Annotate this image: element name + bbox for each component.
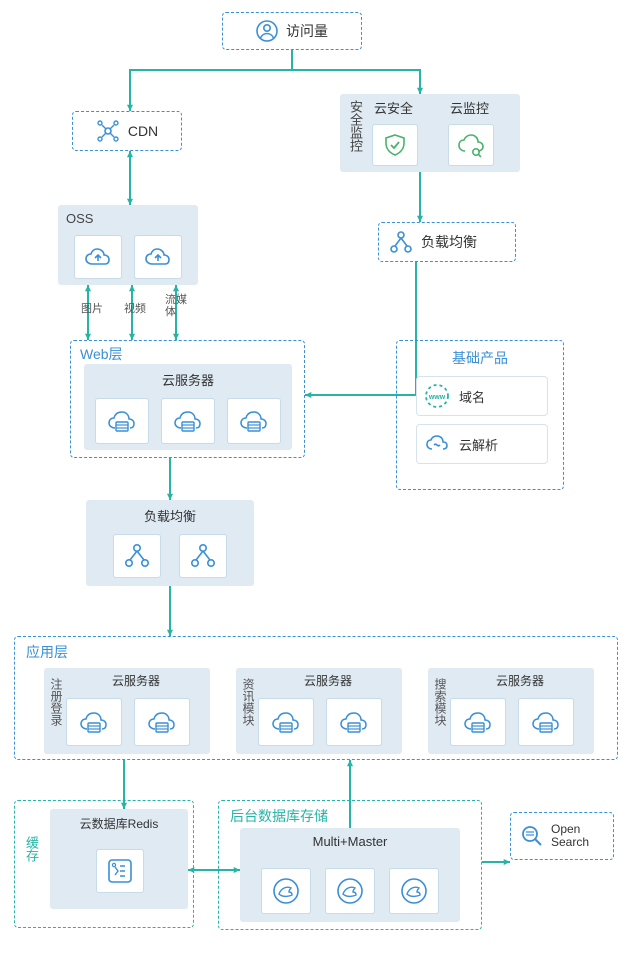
redis-label: 云数据库Redis	[50, 809, 188, 832]
app-title: 应用层	[26, 642, 68, 662]
slb-icon	[389, 230, 413, 254]
icon-tile	[325, 868, 375, 914]
cdn-label: CDN	[128, 123, 158, 139]
backend-title: 后台数据库存储	[230, 806, 328, 826]
www-icon: www	[423, 382, 451, 410]
app-sub: 搜索模块云服务器	[428, 668, 594, 754]
cdn-icon	[96, 119, 120, 143]
slb2-node: 负载均衡	[86, 500, 254, 586]
icon-tile	[95, 398, 149, 444]
dns-pill: 云解析	[416, 424, 548, 464]
secmon-sec-tile	[372, 124, 418, 166]
visit-label: 访问量	[286, 21, 328, 41]
app-sub: 注册登录云服务器	[44, 668, 210, 754]
cloudmon-label: 云监控	[450, 98, 489, 117]
diagram-stage: 访问量 CDN OSS 安全监控 云安全 云监控 负载均衡 Web层 云服务器 …	[0, 0, 631, 955]
secmon-mon-tile	[448, 124, 494, 166]
visit-node: 访问量	[222, 12, 362, 50]
icon-tile	[227, 398, 281, 444]
opensearch-label: Open Search	[551, 823, 589, 849]
redis-icon	[106, 857, 134, 885]
slb1-label: 负载均衡	[421, 232, 477, 252]
web-ecs-label: 云服务器	[84, 364, 292, 389]
redis-box: 云数据库Redis	[50, 809, 188, 909]
user-icon	[256, 20, 278, 42]
icon-tile	[179, 534, 227, 578]
slb1-node: 负载均衡	[378, 222, 516, 262]
cdn-node: CDN	[72, 111, 182, 151]
slb2-label: 负载均衡	[86, 500, 254, 525]
domain-label: 域名	[459, 387, 485, 406]
icon-tile	[113, 534, 161, 578]
stream-label: 流媒 体	[165, 294, 187, 318]
app-sub: 资讯模块云服务器	[236, 668, 402, 754]
icon-tile	[74, 235, 122, 279]
icon-tile	[261, 868, 311, 914]
search-icon	[519, 823, 545, 849]
dns-icon	[423, 430, 451, 458]
mm-box: Multi+Master	[240, 828, 460, 922]
mm-label: Multi+Master	[240, 828, 460, 849]
cache-vlabel: 缓存	[22, 836, 41, 862]
icon-tile	[389, 868, 439, 914]
icon-tile	[161, 398, 215, 444]
shield-icon	[381, 131, 409, 159]
domain-pill: www 域名	[416, 376, 548, 416]
video-label: 视频	[124, 300, 146, 316]
web-ecs-box: 云服务器	[84, 364, 292, 450]
cloud-mon-icon	[456, 131, 486, 159]
redis-tile	[96, 849, 144, 893]
oss-label: OSS	[66, 211, 93, 226]
baseprod-title: 基础产品	[396, 348, 564, 368]
oss-node: OSS	[58, 205, 198, 285]
opensearch-node: Open Search	[510, 812, 614, 860]
icon-tile	[134, 235, 182, 279]
cloudsec-label: 云安全	[374, 98, 413, 117]
img-label: 图片	[81, 300, 103, 316]
dns-label: 云解析	[459, 435, 498, 454]
svg-text:www: www	[428, 394, 446, 401]
web-title: Web层	[80, 344, 123, 364]
secmon-vlabel: 安全监控	[346, 100, 365, 152]
